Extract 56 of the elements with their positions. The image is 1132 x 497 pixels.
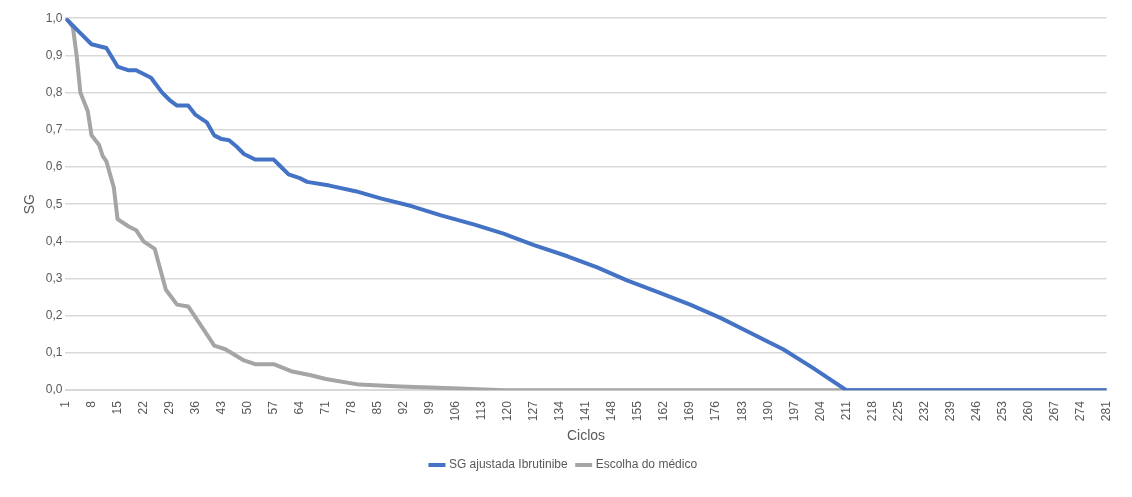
x-tick-label: 232	[916, 400, 931, 422]
x-tick-label: 239	[942, 400, 957, 422]
x-tick-label: 85	[370, 400, 385, 415]
x-tick-label: 218	[864, 400, 879, 422]
x-tick-label: 197	[786, 400, 801, 422]
x-tick-label: 260	[1020, 400, 1035, 422]
x-tick-label: 225	[890, 400, 905, 422]
x-tick-label: 78	[344, 400, 359, 415]
y-tick-label: 0,5	[45, 196, 63, 211]
x-tick-label: 113	[474, 400, 489, 421]
y-tick-label: 0,9	[45, 47, 63, 62]
x-tick-label: 176	[708, 400, 723, 422]
y-tick-label: 0,3	[45, 270, 63, 285]
y-tick-label: 0,4	[45, 233, 63, 248]
x-tick-label: 36	[187, 400, 202, 415]
legend-label: Escolha do médico	[595, 457, 698, 472]
x-tick-label: 134	[552, 400, 567, 422]
x-tick-label: 162	[656, 400, 671, 422]
y-axis-title: SG	[21, 194, 38, 215]
x-tick-label: 1	[57, 400, 72, 408]
x-tick-label: 22	[135, 400, 150, 415]
y-tick-label: 0,7	[45, 122, 63, 137]
x-tick-label: 183	[734, 400, 749, 422]
y-tick-label: 0,8	[45, 84, 63, 99]
x-tick-label: 190	[760, 400, 775, 422]
y-tick-label: 0,1	[45, 345, 63, 360]
x-tick-label: 246	[968, 400, 983, 422]
x-tick-label: 148	[604, 400, 619, 422]
x-tick-label: 127	[526, 400, 541, 422]
x-tick-label: 50	[239, 400, 254, 415]
y-tick-label: 0,6	[45, 159, 63, 174]
x-tick-label: 29	[161, 400, 176, 415]
legend-label: SG ajustada Ibrutinibe	[448, 457, 568, 472]
x-tick-label: 8	[83, 400, 98, 408]
x-tick-label: 211	[838, 400, 853, 421]
x-tick-label: 155	[630, 400, 645, 422]
x-tick-label: 43	[213, 400, 228, 415]
x-tick-label: 141	[578, 400, 593, 422]
x-tick-label: 204	[812, 400, 827, 422]
x-tick-label: 253	[994, 400, 1009, 422]
x-tick-label: 169	[682, 400, 697, 422]
y-tick-label: 1,0	[45, 10, 63, 25]
x-tick-label: 64	[292, 400, 307, 415]
x-tick-label: 57	[266, 400, 281, 415]
x-axis-title: Ciclos	[566, 427, 606, 444]
x-tick-label: 99	[422, 400, 437, 415]
x-tick-label: 274	[1072, 400, 1087, 422]
x-tick-label: 120	[500, 400, 515, 422]
x-tick-label: 71	[318, 400, 333, 415]
x-tick-label: 281	[1098, 400, 1113, 422]
x-tick-label: 15	[109, 400, 124, 415]
x-tick-label: 92	[396, 400, 411, 415]
y-tick-label: 0,0	[45, 382, 63, 397]
x-tick-label: 106	[448, 400, 463, 422]
y-tick-label: 0,2	[45, 308, 63, 323]
x-tick-label: 267	[1046, 400, 1061, 422]
